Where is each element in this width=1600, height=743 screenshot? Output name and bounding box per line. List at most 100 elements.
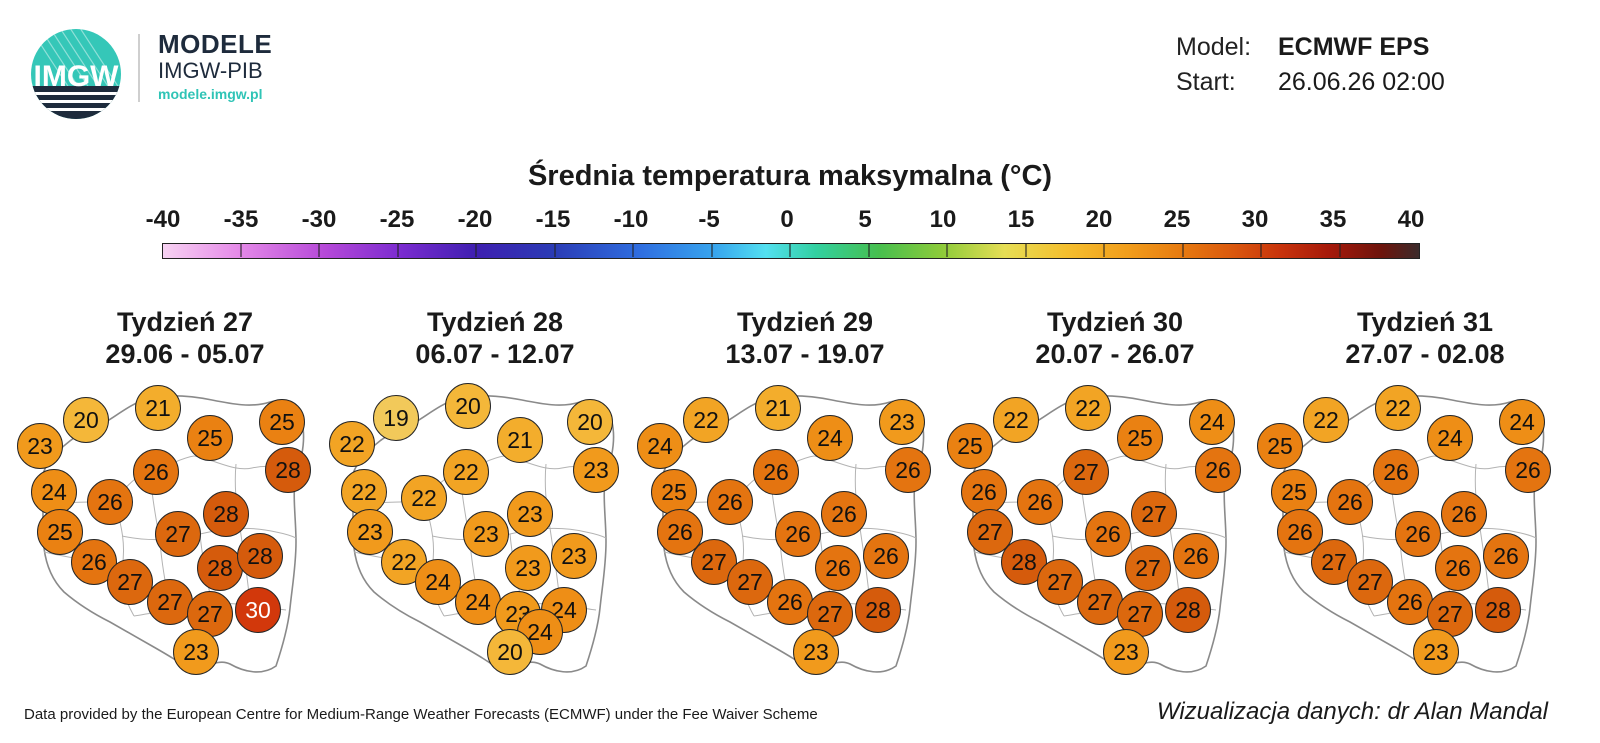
temperature-bubble: 24 [415, 559, 461, 605]
temperature-bubble: 26 [87, 479, 133, 525]
scale-tick-mark [1103, 243, 1105, 257]
week-title: Tydzień 30 [1046, 307, 1184, 337]
week-dates: 06.07 - 12.07 [415, 339, 575, 369]
scale-tick-mark [710, 243, 713, 257]
week-title: Tydzień 28 [426, 307, 564, 337]
temperature-bubble: 26 [753, 449, 799, 495]
scale-tick-mark [1181, 243, 1184, 257]
temperature-bubble: 27 [1347, 559, 1393, 605]
temperature-bubble: 25 [1271, 469, 1317, 515]
week-dates: 13.07 - 19.07 [725, 339, 885, 369]
temperature-bubble: 23 [463, 511, 509, 557]
temperature-bubble: 26 [1017, 479, 1063, 525]
scale-tick-label: 15 [1007, 206, 1035, 233]
week-title: Tydzień 29 [736, 307, 874, 337]
temperature-bubble: 19 [373, 395, 419, 441]
temperature-bubble: 26 [1195, 447, 1241, 493]
temperature-bubble: 20 [567, 399, 613, 445]
week-dates: 29.06 - 05.07 [105, 339, 265, 369]
temperature-bubble: 27 [1131, 491, 1177, 537]
temperature-bubble: 22 [341, 469, 387, 515]
temperature-bubble: 20 [487, 629, 533, 675]
data-credit: Data provided by the European Centre for… [24, 706, 818, 723]
temperature-bubble: 27 [1037, 559, 1083, 605]
poland-map: 22 22 24 25 24 26 25 26 26 26 26 26 27 26 26 27 26 27 28 23 [1257, 376, 1580, 686]
brand-name: MODELE [158, 29, 273, 59]
temperature-bubble: 23 [793, 629, 839, 675]
temperature-bubble: 30 [235, 587, 281, 633]
temperature-bubble: 25 [947, 423, 993, 469]
temperature-bubble: 26 [707, 479, 753, 525]
scale-tick-mark [632, 243, 634, 257]
scale-tick-label: -30 [301, 206, 337, 233]
poland-map: 22 21 23 24 24 26 25 26 26 26 26 26 27 26 26 27 26 27 28 23 [637, 376, 960, 686]
scale-tick-label: -25 [379, 206, 415, 233]
temperature-bubble: 26 [767, 579, 813, 625]
temperature-bubble: 26 [1173, 533, 1219, 579]
poland-map: 20 21 25 23 25 28 24 26 26 25 27 28 26 28 28 27 27 27 30 23 [17, 376, 340, 686]
week-title: Tydzień 27 [116, 307, 254, 337]
poland-map: 19 20 20 22 21 23 22 22 22 23 23 23 22 23 23 24 24 23 24 24… [329, 376, 650, 686]
scale-tick-label: 25 [1163, 206, 1191, 233]
week-title: Tydzień 31 [1356, 307, 1494, 337]
temperature-bubble: 21 [135, 385, 181, 431]
poland-map: 22 22 24 25 25 26 26 27 26 27 26 27 28 27 26 27 27 27 28 23 [947, 376, 1270, 686]
temperature-bubble: 28 [203, 491, 249, 537]
temperature-bubble: 26 [1373, 449, 1419, 495]
temperature-bubble: 22 [683, 397, 729, 443]
color-scale-ticks: -40 -35 -30 -25 -20 -15 -10 -5 0 5 10 15 20 25 30 35 40 [0, 206, 1600, 236]
temperature-bubble: 26 [657, 509, 703, 555]
temperature-bubble: 28 [1475, 587, 1521, 633]
temperature-bubble: 27 [967, 509, 1013, 555]
scale-tick-mark [1024, 243, 1027, 257]
temperature-bubble: 27 [691, 539, 737, 585]
temperature-bubble: 22 [329, 421, 375, 467]
model-info: Model: ECMWF EPS Start: 26.06.26 02:00 [1176, 30, 1445, 100]
temperature-bubble: 26 [775, 511, 821, 557]
week-dates: 20.07 - 26.07 [1035, 339, 1195, 369]
temperature-bubble: 25 [259, 399, 305, 445]
temperature-bubble: 23 [173, 629, 219, 675]
temperature-bubble: 28 [855, 587, 901, 633]
color-scale-marks [162, 243, 1418, 257]
temperature-bubble: 22 [401, 475, 447, 521]
temperature-bubble: 22 [1375, 385, 1421, 431]
temperature-bubble: 25 [651, 469, 697, 515]
temperature-bubble: 23 [17, 423, 63, 469]
temperature-bubble: 24 [637, 423, 683, 469]
temperature-bubble: 24 [1189, 399, 1235, 445]
temperature-bubble: 26 [133, 449, 179, 495]
temperature-bubble: 28 [265, 447, 311, 493]
temperature-bubble: 23 [505, 545, 551, 591]
temperature-bubble: 23 [507, 491, 553, 537]
author-credit: Wizualizacja danych: dr Alan Mandal [1156, 698, 1548, 725]
temperature-bubble: 26 [1277, 509, 1323, 555]
temperature-bubble: 24 [517, 609, 563, 655]
temperature-bubble: 26 [1441, 491, 1487, 537]
temperature-bubble: 22 [1303, 397, 1349, 443]
temperature-bubble: 23 [1103, 629, 1149, 675]
temperature-bubble: 24 [807, 415, 853, 461]
temperature-bubble: 24 [455, 579, 501, 625]
scale-tick-mark [1338, 243, 1341, 257]
temperature-bubble: 26 [1327, 479, 1373, 525]
scale-tick-label: 10 [929, 206, 957, 233]
week-dates: 27.07 - 02.08 [1345, 339, 1505, 369]
temperature-bubble: 26 [1387, 579, 1433, 625]
temperature-bubble: 24 [31, 469, 77, 515]
scale-tick-label: -35 [223, 206, 259, 233]
temperature-bubble: 24 [1427, 415, 1473, 461]
week-panel-27: Tydzień 27 29.06 - 05.07 20 21 25 23 25 28 24 2… [17, 306, 340, 686]
temperature-bubble: 27 [1125, 545, 1171, 591]
temperature-bubble: 23 [879, 399, 925, 445]
temperature-bubble: 25 [187, 415, 233, 461]
scale-tick-label: 20 [1085, 206, 1113, 233]
scale-tick-mark [946, 243, 948, 257]
week-panel-29: Tydzień 29 13.07 - 19.07 22 21 23 24 24 26 25 2… [637, 306, 960, 686]
brand-url[interactable]: modele.imgw.pl [158, 86, 263, 102]
temperature-bubble: 21 [755, 385, 801, 431]
temperature-bubble: 25 [1117, 415, 1163, 461]
scale-tick-mark [396, 243, 399, 257]
imgw-logo: IMGW [30, 28, 122, 120]
brand-sub: IMGW-PIB [158, 58, 263, 83]
